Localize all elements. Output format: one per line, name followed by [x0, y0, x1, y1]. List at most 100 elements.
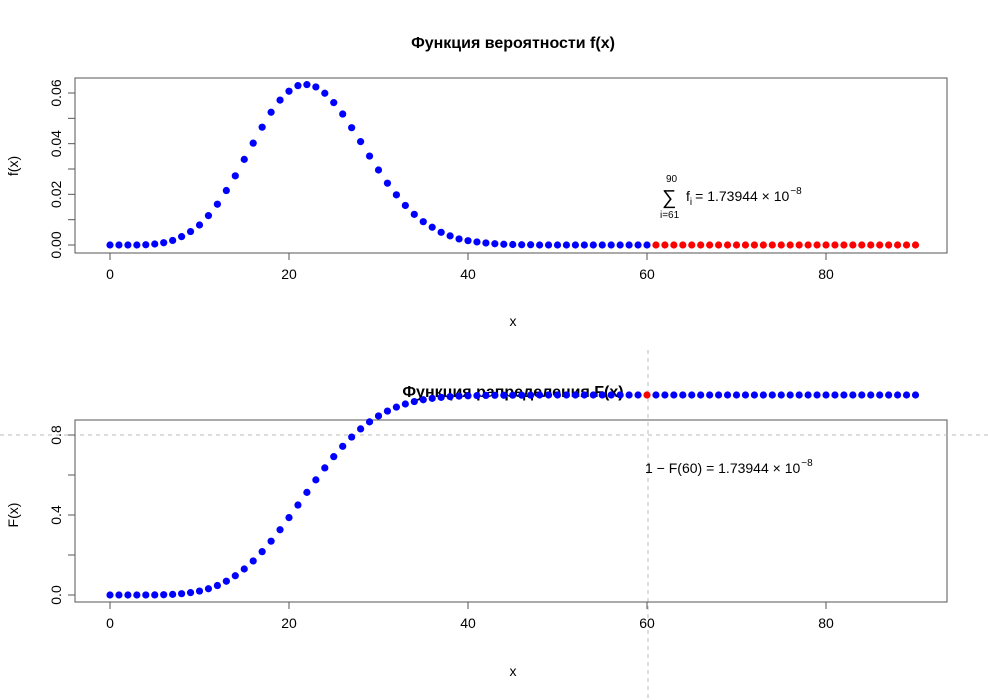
- sum-exponent: −8: [790, 186, 802, 197]
- data-point: [106, 591, 114, 599]
- data-point: [124, 241, 132, 249]
- data-point: [312, 83, 320, 91]
- data-point: [258, 548, 266, 556]
- highlighted-point: [741, 241, 750, 249]
- data-point: [178, 590, 186, 598]
- top-points: [106, 81, 920, 249]
- x-tick-label: 0: [106, 266, 114, 282]
- data-point: [598, 391, 606, 399]
- data-point: [124, 591, 132, 599]
- data-point: [169, 236, 177, 245]
- data-point: [151, 591, 159, 599]
- data-point: [482, 391, 490, 399]
- data-point: [616, 391, 624, 399]
- data-point: [876, 391, 884, 399]
- data-point: [473, 238, 481, 246]
- highlighted-point: [894, 241, 902, 249]
- data-point: [142, 241, 150, 249]
- data-point: [231, 172, 239, 180]
- data-point: [759, 391, 767, 399]
- data-point: [580, 241, 588, 249]
- highlighted-point: [813, 241, 821, 249]
- highlighted-point: [706, 241, 714, 249]
- y-tick-label: 0.0: [48, 585, 64, 605]
- highlighted-point: [902, 241, 911, 249]
- data-point: [374, 166, 383, 174]
- data-point: [804, 391, 812, 399]
- sum-term-sub: i: [690, 197, 692, 208]
- data-point: [500, 240, 508, 248]
- x-tick-label: 60: [639, 266, 655, 282]
- data-point: [339, 442, 347, 450]
- highlighted-point: [867, 241, 875, 249]
- data-point: [544, 241, 553, 249]
- y-tick-label: 0.06: [48, 79, 64, 106]
- data-point: [383, 179, 392, 187]
- x-tick-label: 60: [639, 615, 655, 631]
- data-point: [571, 391, 580, 399]
- data-point: [267, 537, 275, 545]
- x-tick-label: 40: [460, 615, 476, 631]
- data-point: [536, 391, 544, 399]
- data-point: [491, 391, 499, 399]
- x-tick-label: 80: [818, 615, 834, 631]
- bottom-y-label: F(x): [5, 503, 21, 528]
- data-point: [634, 391, 642, 399]
- bottom-annotation: 1 − F(60) = 1.73944 × 10−8: [645, 458, 813, 476]
- data-point: [383, 407, 392, 415]
- data-point: [518, 241, 526, 249]
- data-point: [106, 241, 114, 249]
- highlighted-point: [688, 241, 696, 249]
- sum-symbol: ∑: [662, 187, 676, 209]
- data-point: [428, 223, 436, 231]
- data-point: [419, 218, 427, 226]
- data-point: [697, 391, 705, 399]
- data-point: [392, 191, 400, 199]
- data-point: [133, 241, 141, 249]
- data-point: [222, 577, 230, 585]
- highlighted-point: [795, 241, 803, 249]
- data-point: [410, 397, 418, 406]
- data-point: [527, 241, 535, 249]
- data-point: [374, 412, 383, 420]
- data-point: [598, 241, 606, 249]
- data-point: [867, 391, 875, 399]
- data-point: [401, 400, 409, 408]
- data-point: [616, 241, 624, 249]
- highlighted-point: [652, 241, 660, 249]
- data-point: [419, 396, 427, 404]
- data-point: [455, 235, 463, 243]
- data-point: [589, 391, 597, 399]
- highlighted-point: [786, 241, 794, 249]
- y-tick-label: 0.8: [48, 425, 64, 445]
- highlighted-point: [885, 241, 893, 249]
- data-point: [169, 590, 177, 598]
- data-point: [428, 394, 436, 402]
- top-y-label: f(x): [5, 156, 21, 176]
- data-point: [777, 391, 785, 399]
- top-plot-box: [74, 77, 948, 254]
- data-point: [813, 391, 821, 399]
- data-point: [553, 391, 562, 399]
- data-point: [339, 110, 347, 118]
- highlighted-point: [849, 241, 857, 249]
- highlighted-point: [750, 241, 759, 249]
- data-point: [222, 186, 230, 195]
- data-point: [204, 212, 213, 220]
- data-point: [195, 221, 204, 229]
- highlighted-point: [911, 241, 920, 249]
- data-point: [634, 241, 642, 249]
- y-tick-label: 0.04: [48, 130, 64, 157]
- data-point: [321, 464, 329, 472]
- data-point: [186, 227, 195, 236]
- top-x-label: x: [510, 313, 517, 329]
- data-point: [213, 200, 221, 208]
- data-point: [186, 589, 195, 597]
- highlighted-point: [759, 241, 767, 249]
- data-point: [464, 392, 472, 400]
- data-point: [240, 565, 248, 573]
- data-point: [357, 425, 365, 433]
- data-point: [509, 391, 517, 399]
- data-point: [276, 526, 284, 534]
- data-point: [571, 241, 580, 249]
